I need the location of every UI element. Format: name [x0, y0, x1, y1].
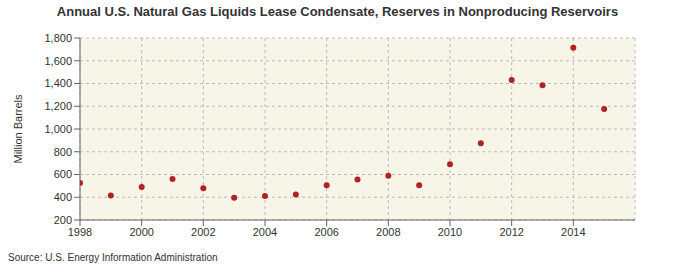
html-text:Annual U.S. Natural Gas Liquid: Annual U.S. Natural Gas Liquids Lease Co… [56, 4, 619, 19]
svg-text:1,800: 1,800 [44, 32, 72, 44]
svg-text:1,400: 1,400 [44, 77, 72, 89]
svg-text:1,200: 1,200 [44, 100, 72, 112]
svg-text:2010: 2010 [438, 226, 462, 238]
svg-text:2008: 2008 [376, 226, 400, 238]
svg-text:2006: 2006 [314, 226, 338, 238]
svg-text:600: 600 [54, 168, 72, 180]
svg-text:2014: 2014 [561, 226, 585, 238]
svg-text:2004: 2004 [253, 226, 277, 238]
html-text:Source: U.S. Energy Informatio: Source: U.S. Energy Information Administ… [8, 252, 218, 263]
svg-text:800: 800 [54, 146, 72, 158]
svg-text:1998: 1998 [68, 226, 92, 238]
svg-text:2002: 2002 [191, 226, 215, 238]
svg-text:2012: 2012 [499, 226, 523, 238]
svg-text:1,600: 1,600 [44, 55, 72, 67]
svg-text:1,000: 1,000 [44, 123, 72, 135]
svg-text:2000: 2000 [129, 226, 153, 238]
svg-text:400: 400 [54, 191, 72, 203]
svg-text:200: 200 [54, 214, 72, 226]
svg-text:Million Barrels: Million Barrels [12, 94, 24, 164]
